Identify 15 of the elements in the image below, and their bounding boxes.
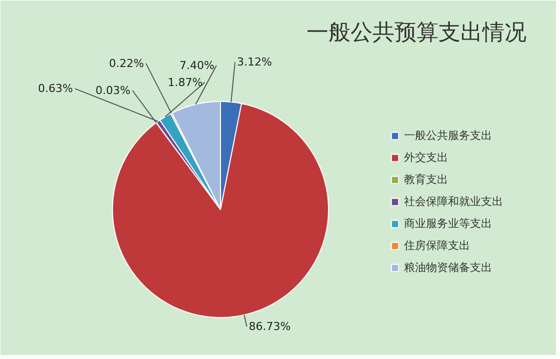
legend-label: 一般公共服务支出 — [404, 128, 492, 143]
legend-label: 住房保障支出 — [404, 238, 470, 253]
data-label: 0.22% — [109, 56, 144, 70]
data-label: 7.40% — [179, 58, 214, 72]
legend-label: 粮油物资储备支出 — [404, 260, 492, 275]
data-label: 3.12% — [236, 56, 272, 69]
data-label: 1.87% — [168, 76, 203, 89]
data-label: 0.63% — [38, 82, 73, 96]
data-label: 86.73% — [248, 320, 291, 334]
legend-label: 社会保障和就业支出 — [404, 194, 503, 209]
chart-title: 一般公共预算支出情况 — [306, 20, 526, 46]
legend-label: 外交支出 — [404, 150, 448, 165]
legend-label: 商业服务业等支出 — [404, 216, 492, 231]
data-label: 0.03% — [96, 84, 131, 98]
legend-label: 教育支出 — [404, 172, 448, 187]
